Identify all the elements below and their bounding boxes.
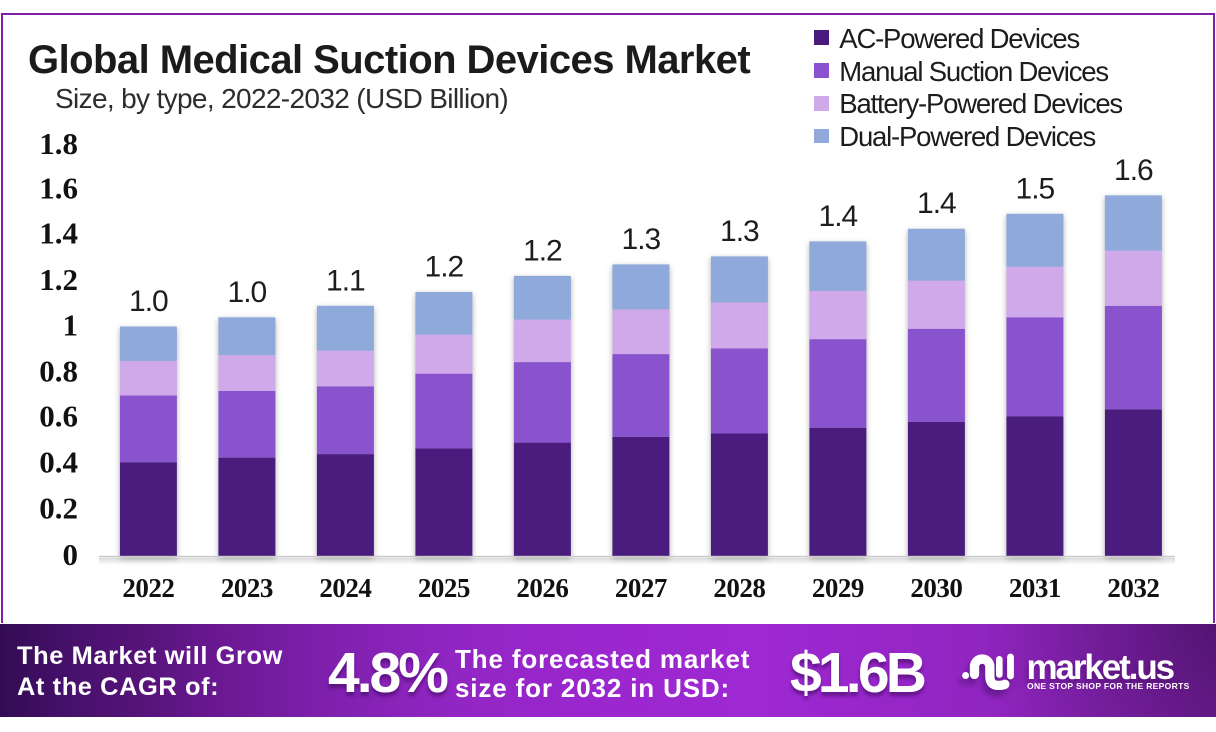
svg-text:2027: 2027: [615, 573, 667, 603]
svg-text:2022: 2022: [122, 573, 174, 603]
svg-text:1.2: 1.2: [39, 262, 78, 297]
svg-text:1.2: 1.2: [425, 251, 464, 284]
svg-text:2024: 2024: [319, 573, 371, 603]
svg-text:2023: 2023: [221, 573, 273, 603]
svg-text:1.0: 1.0: [129, 285, 168, 318]
svg-text:1.4: 1.4: [819, 200, 858, 233]
svg-text:1: 1: [63, 308, 79, 343]
svg-text:2031: 2031: [1009, 573, 1061, 603]
svg-text:0.6: 0.6: [39, 398, 78, 433]
svg-text:2026: 2026: [516, 573, 568, 603]
svg-text:0.2: 0.2: [39, 491, 78, 526]
svg-text:2025: 2025: [418, 573, 470, 603]
svg-text:0.4: 0.4: [39, 444, 78, 479]
svg-text:1.3: 1.3: [622, 223, 661, 256]
svg-text:1.6: 1.6: [39, 171, 78, 206]
svg-text:2028: 2028: [713, 573, 765, 603]
svg-text:0: 0: [63, 537, 79, 572]
svg-text:1.4: 1.4: [917, 187, 956, 220]
svg-text:1.8: 1.8: [39, 126, 78, 161]
svg-text:1.1: 1.1: [326, 264, 365, 297]
svg-text:1.6: 1.6: [1114, 154, 1153, 187]
svg-text:1.3: 1.3: [720, 215, 759, 248]
svg-text:1.4: 1.4: [39, 216, 78, 251]
svg-text:1.2: 1.2: [523, 234, 562, 267]
svg-text:0.8: 0.8: [39, 353, 78, 388]
svg-text:1.0: 1.0: [228, 276, 267, 309]
svg-text:2032: 2032: [1107, 573, 1159, 603]
svg-text:1.5: 1.5: [1016, 172, 1055, 205]
svg-text:2029: 2029: [812, 573, 864, 603]
svg-text:2030: 2030: [910, 573, 962, 603]
